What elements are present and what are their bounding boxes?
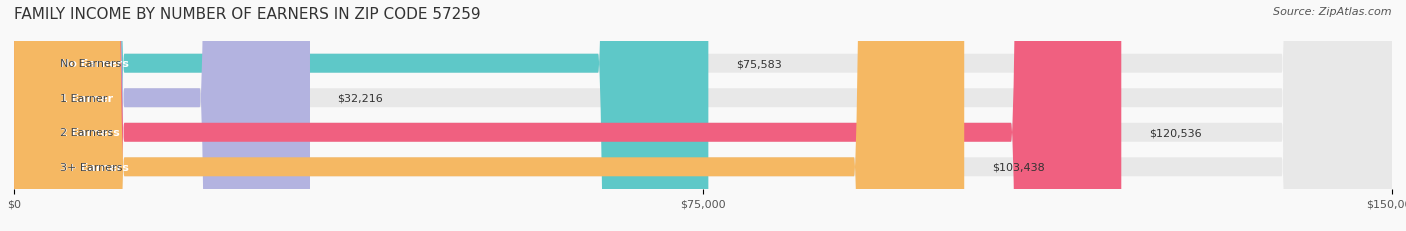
Text: $75,583: $75,583 <box>735 59 782 69</box>
FancyBboxPatch shape <box>14 0 1122 231</box>
FancyBboxPatch shape <box>14 0 309 231</box>
Text: 2 Earners: 2 Earners <box>60 128 120 138</box>
Text: No Earners: No Earners <box>60 59 129 69</box>
Text: 3+ Earners: 3+ Earners <box>60 162 122 172</box>
Text: $103,438: $103,438 <box>991 162 1045 172</box>
Text: $32,216: $32,216 <box>337 93 384 103</box>
Text: Source: ZipAtlas.com: Source: ZipAtlas.com <box>1274 7 1392 17</box>
FancyBboxPatch shape <box>14 0 709 231</box>
FancyBboxPatch shape <box>14 0 1392 231</box>
FancyBboxPatch shape <box>14 0 1392 231</box>
FancyBboxPatch shape <box>14 0 1392 231</box>
Text: 2 Earners: 2 Earners <box>60 128 114 138</box>
Text: 3+ Earners: 3+ Earners <box>60 162 129 172</box>
FancyBboxPatch shape <box>14 0 1392 231</box>
Text: FAMILY INCOME BY NUMBER OF EARNERS IN ZIP CODE 57259: FAMILY INCOME BY NUMBER OF EARNERS IN ZI… <box>14 7 481 22</box>
Text: $120,536: $120,536 <box>1149 128 1202 138</box>
Text: No Earners: No Earners <box>60 59 121 69</box>
Text: 1 Earner: 1 Earner <box>60 93 107 103</box>
FancyBboxPatch shape <box>14 0 965 231</box>
Text: 1 Earner: 1 Earner <box>60 93 112 103</box>
